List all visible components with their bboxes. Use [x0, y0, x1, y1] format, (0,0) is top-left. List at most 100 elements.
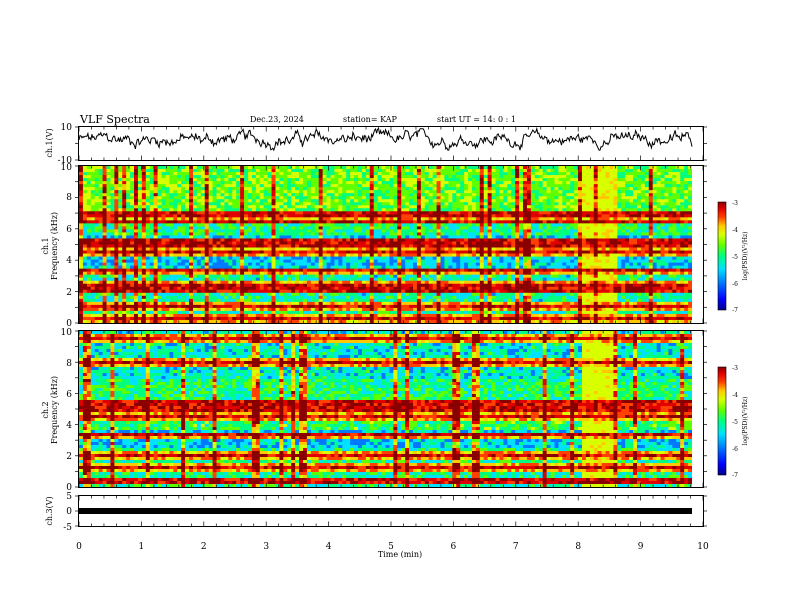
- spectrogram-cell: [373, 208, 379, 212]
- spectrogram-cell: [90, 175, 96, 179]
- spectrogram-cell: [464, 241, 469, 245]
- spectrogram-cell: [224, 199, 229, 203]
- spectrogram-cell: [428, 175, 434, 179]
- spectrogram-cell: [322, 196, 327, 200]
- spectrogram-cell: [381, 190, 386, 194]
- spectrogram-cell: [181, 178, 186, 182]
- spectrogram-cell: [106, 250, 111, 254]
- spectrogram-cell: [377, 223, 382, 227]
- spectrogram-cell: [487, 250, 492, 254]
- spectrogram-cell: [558, 214, 563, 218]
- spectrogram-cell: [452, 223, 457, 227]
- spectrogram-cell: [326, 187, 331, 191]
- spectrogram-cell: [130, 223, 135, 227]
- spectrogram-cell: [534, 220, 540, 224]
- spectrogram-cell: [240, 241, 245, 245]
- spectrogram-cell: [275, 172, 280, 176]
- spectrogram-cell: [676, 175, 681, 179]
- spectrogram-cell: [86, 226, 92, 230]
- spectrogram-cell: [326, 220, 331, 224]
- spectrogram-cell: [306, 223, 312, 227]
- spectrogram-cell: [137, 223, 143, 227]
- spectrogram-cell: [283, 205, 288, 209]
- spectrogram-cell: [145, 184, 151, 188]
- spectrogram-cell: [165, 205, 170, 209]
- spectrogram-cell: [82, 193, 88, 197]
- spectrogram-cell: [86, 235, 92, 239]
- spectrogram-cell: [644, 199, 650, 203]
- spectrogram-cell: [609, 232, 614, 236]
- spectrogram-cell: [86, 253, 92, 257]
- spectrogram-cell: [118, 235, 123, 239]
- spectrogram-cell: [542, 247, 548, 251]
- spectrogram-cell: [636, 226, 642, 230]
- spectrogram-cell: [676, 184, 681, 188]
- spectrogram-cell: [189, 190, 194, 194]
- spectrogram-cell: [169, 211, 174, 215]
- spectrogram-cell: [90, 169, 96, 173]
- spectrogram-cell: [350, 214, 355, 218]
- spectrogram-cell: [134, 253, 139, 257]
- spectrogram-cell: [640, 190, 646, 194]
- spectrogram-cell: [570, 229, 575, 233]
- spectrogram-cell: [397, 202, 402, 206]
- spectrogram-cell: [338, 211, 343, 215]
- spectrogram-cell: [354, 181, 359, 185]
- spectrogram-cell: [141, 208, 147, 212]
- spectrogram-cell: [401, 190, 406, 194]
- spectrogram-cell: [98, 178, 103, 182]
- spectrogram-cell: [228, 208, 233, 212]
- spectrogram-cell: [487, 238, 492, 242]
- spectrogram-cell: [255, 166, 261, 170]
- spectrogram-cell: [499, 172, 504, 176]
- spectrogram-cell: [204, 175, 210, 179]
- spectrogram-cell: [330, 247, 335, 251]
- spectrogram-cell: [393, 178, 398, 182]
- spectrogram-cell: [98, 202, 103, 206]
- spectrogram-cell: [369, 253, 375, 257]
- spectrogram-cell: [464, 232, 469, 236]
- spectrogram-cell: [271, 217, 276, 221]
- spectrogram-cell: [130, 247, 135, 251]
- spectrogram-cell: [306, 205, 312, 209]
- spectrogram-cell: [613, 190, 618, 194]
- spectrogram-cell: [393, 229, 398, 233]
- spectrogram-cell: [251, 178, 257, 182]
- spectrogram-cell: [640, 214, 646, 218]
- spectrogram-cell: [448, 217, 453, 221]
- spectrogram-cell: [110, 199, 115, 203]
- spectrogram-cell: [220, 226, 225, 230]
- spectrogram-cell: [405, 166, 410, 170]
- spectrogram-cell: [550, 235, 555, 239]
- spectrogram-cell: [232, 247, 237, 251]
- spectrogram-cell: [503, 250, 508, 254]
- spectrogram-cell: [114, 202, 119, 206]
- spectrogram-cell: [401, 172, 406, 176]
- spectrogram-cell: [432, 175, 437, 179]
- spectrogram-cell: [597, 193, 603, 197]
- spectrogram-cell: [228, 220, 233, 224]
- spectrogram-cell: [448, 196, 453, 200]
- spectrogram-cell: [597, 253, 603, 257]
- spectrogram-cell: [397, 232, 402, 236]
- spectrogram-cell: [550, 184, 555, 188]
- spectrogram-cell: [314, 193, 320, 197]
- spectrogram-cell: [538, 220, 544, 224]
- spectrogram-cell: [208, 193, 213, 197]
- spectrogram-cell: [471, 205, 477, 209]
- spectrogram-cell: [185, 169, 190, 173]
- spectrogram-cell: [601, 241, 606, 245]
- spectrogram-cell: [271, 175, 276, 179]
- spectrogram-cell: [354, 253, 359, 257]
- spectrogram-cell: [299, 238, 304, 242]
- spectrogram-cell: [648, 244, 654, 248]
- spectrogram-cell: [192, 229, 198, 233]
- spectrogram-cell: [192, 196, 198, 200]
- spectrogram-cell: [495, 211, 500, 215]
- spectrogram-cell: [566, 241, 571, 245]
- spectrogram-cell: [503, 187, 508, 191]
- spectrogram-cell: [680, 229, 685, 233]
- spectrogram-cell: [515, 175, 520, 179]
- spectrogram-cell: [306, 253, 312, 257]
- spectrogram-cell: [444, 199, 449, 203]
